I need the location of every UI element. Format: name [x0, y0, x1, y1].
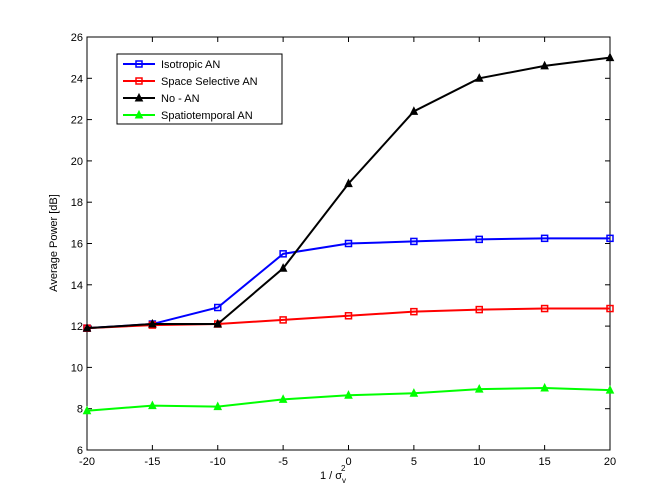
data-point: [278, 263, 288, 272]
y-tick-label: 18: [71, 197, 83, 209]
axis-ticks: -20 -15 -10 -5 0 5 10 15 20 6 8 10 12 14 16 18 20 22 24 26: [71, 32, 616, 468]
legend-label: No - AN: [161, 93, 200, 105]
x-tick-label: -20: [79, 456, 95, 468]
y-tick-label: 20: [71, 156, 83, 168]
data-point: [409, 388, 419, 397]
data-point: [475, 235, 483, 244]
data-point: [213, 318, 223, 328]
x-tick-label: -5: [278, 456, 288, 468]
y-tick-label: 8: [77, 404, 83, 416]
data-point: [606, 304, 614, 313]
data-point: [135, 77, 143, 85]
y-axis-label: Average Power [dB]: [48, 194, 60, 292]
data-point: [605, 384, 615, 394]
x-tick-label: 10: [473, 456, 485, 468]
data-point: [148, 400, 157, 410]
data-point: [82, 323, 92, 332]
data-point: [409, 106, 419, 115]
legend-label: Isotropic AN: [161, 59, 220, 71]
data-point: [148, 318, 157, 328]
data-point: [135, 60, 143, 68]
data-point: [134, 92, 144, 102]
series-spatiotemporal-an: [82, 382, 615, 415]
legend-item: Isotropic AN: [123, 59, 220, 71]
x-axis-label: 1 / σv2: [320, 464, 346, 485]
data-point: [82, 405, 92, 415]
data-point: [344, 312, 353, 320]
y-tick-label: 26: [71, 32, 83, 44]
data-point: [475, 305, 483, 314]
x-tick-label: 15: [539, 456, 551, 468]
data-point: [344, 178, 353, 188]
data-point: [606, 234, 614, 243]
x-tick-label: -15: [144, 456, 160, 468]
data-point: [279, 250, 287, 258]
data-point: [134, 109, 144, 119]
y-tick-label: 6: [77, 445, 83, 457]
legend: Isotropic AN Space Selective AN No - AN Spa…: [116, 53, 283, 125]
data-point: [474, 383, 484, 393]
data-point: [474, 73, 484, 82]
legend-item: Space Selective AN: [123, 76, 258, 88]
y-tick-label: 16: [71, 239, 83, 251]
data-point: [410, 237, 418, 246]
data-point: [540, 382, 549, 392]
data-point: [279, 316, 287, 324]
series-line: [86, 237, 610, 330]
x-tick-label: 20: [604, 456, 616, 468]
y-tick-label: 10: [71, 362, 83, 374]
data-point: [214, 303, 222, 312]
data-point: [540, 304, 549, 313]
legend-label: Spatiotemporal AN: [161, 110, 253, 122]
y-tick-label: 12: [71, 321, 83, 333]
legend-box: [116, 53, 283, 125]
y-tick-label: 14: [71, 280, 83, 292]
y-tick-label: 22: [71, 115, 83, 127]
data-point: [344, 239, 353, 248]
series-layer: [82, 52, 615, 415]
series-no-an: [82, 52, 615, 332]
x-tick-label: 0: [345, 456, 351, 468]
data-point: [410, 307, 418, 316]
legend-item: Spatiotemporal AN: [123, 109, 253, 122]
data-point: [605, 52, 615, 62]
x-tick-label: -10: [210, 456, 226, 468]
x-tick-label: 5: [411, 456, 417, 468]
legend-item: No - AN: [123, 92, 200, 105]
y-tick-label: 24: [71, 73, 83, 85]
data-point: [213, 401, 223, 411]
data-point: [278, 394, 288, 403]
data-point: [344, 390, 353, 399]
data-point: [540, 234, 549, 243]
legend-label: Space Selective AN: [161, 76, 258, 88]
data-point: [540, 60, 549, 70]
